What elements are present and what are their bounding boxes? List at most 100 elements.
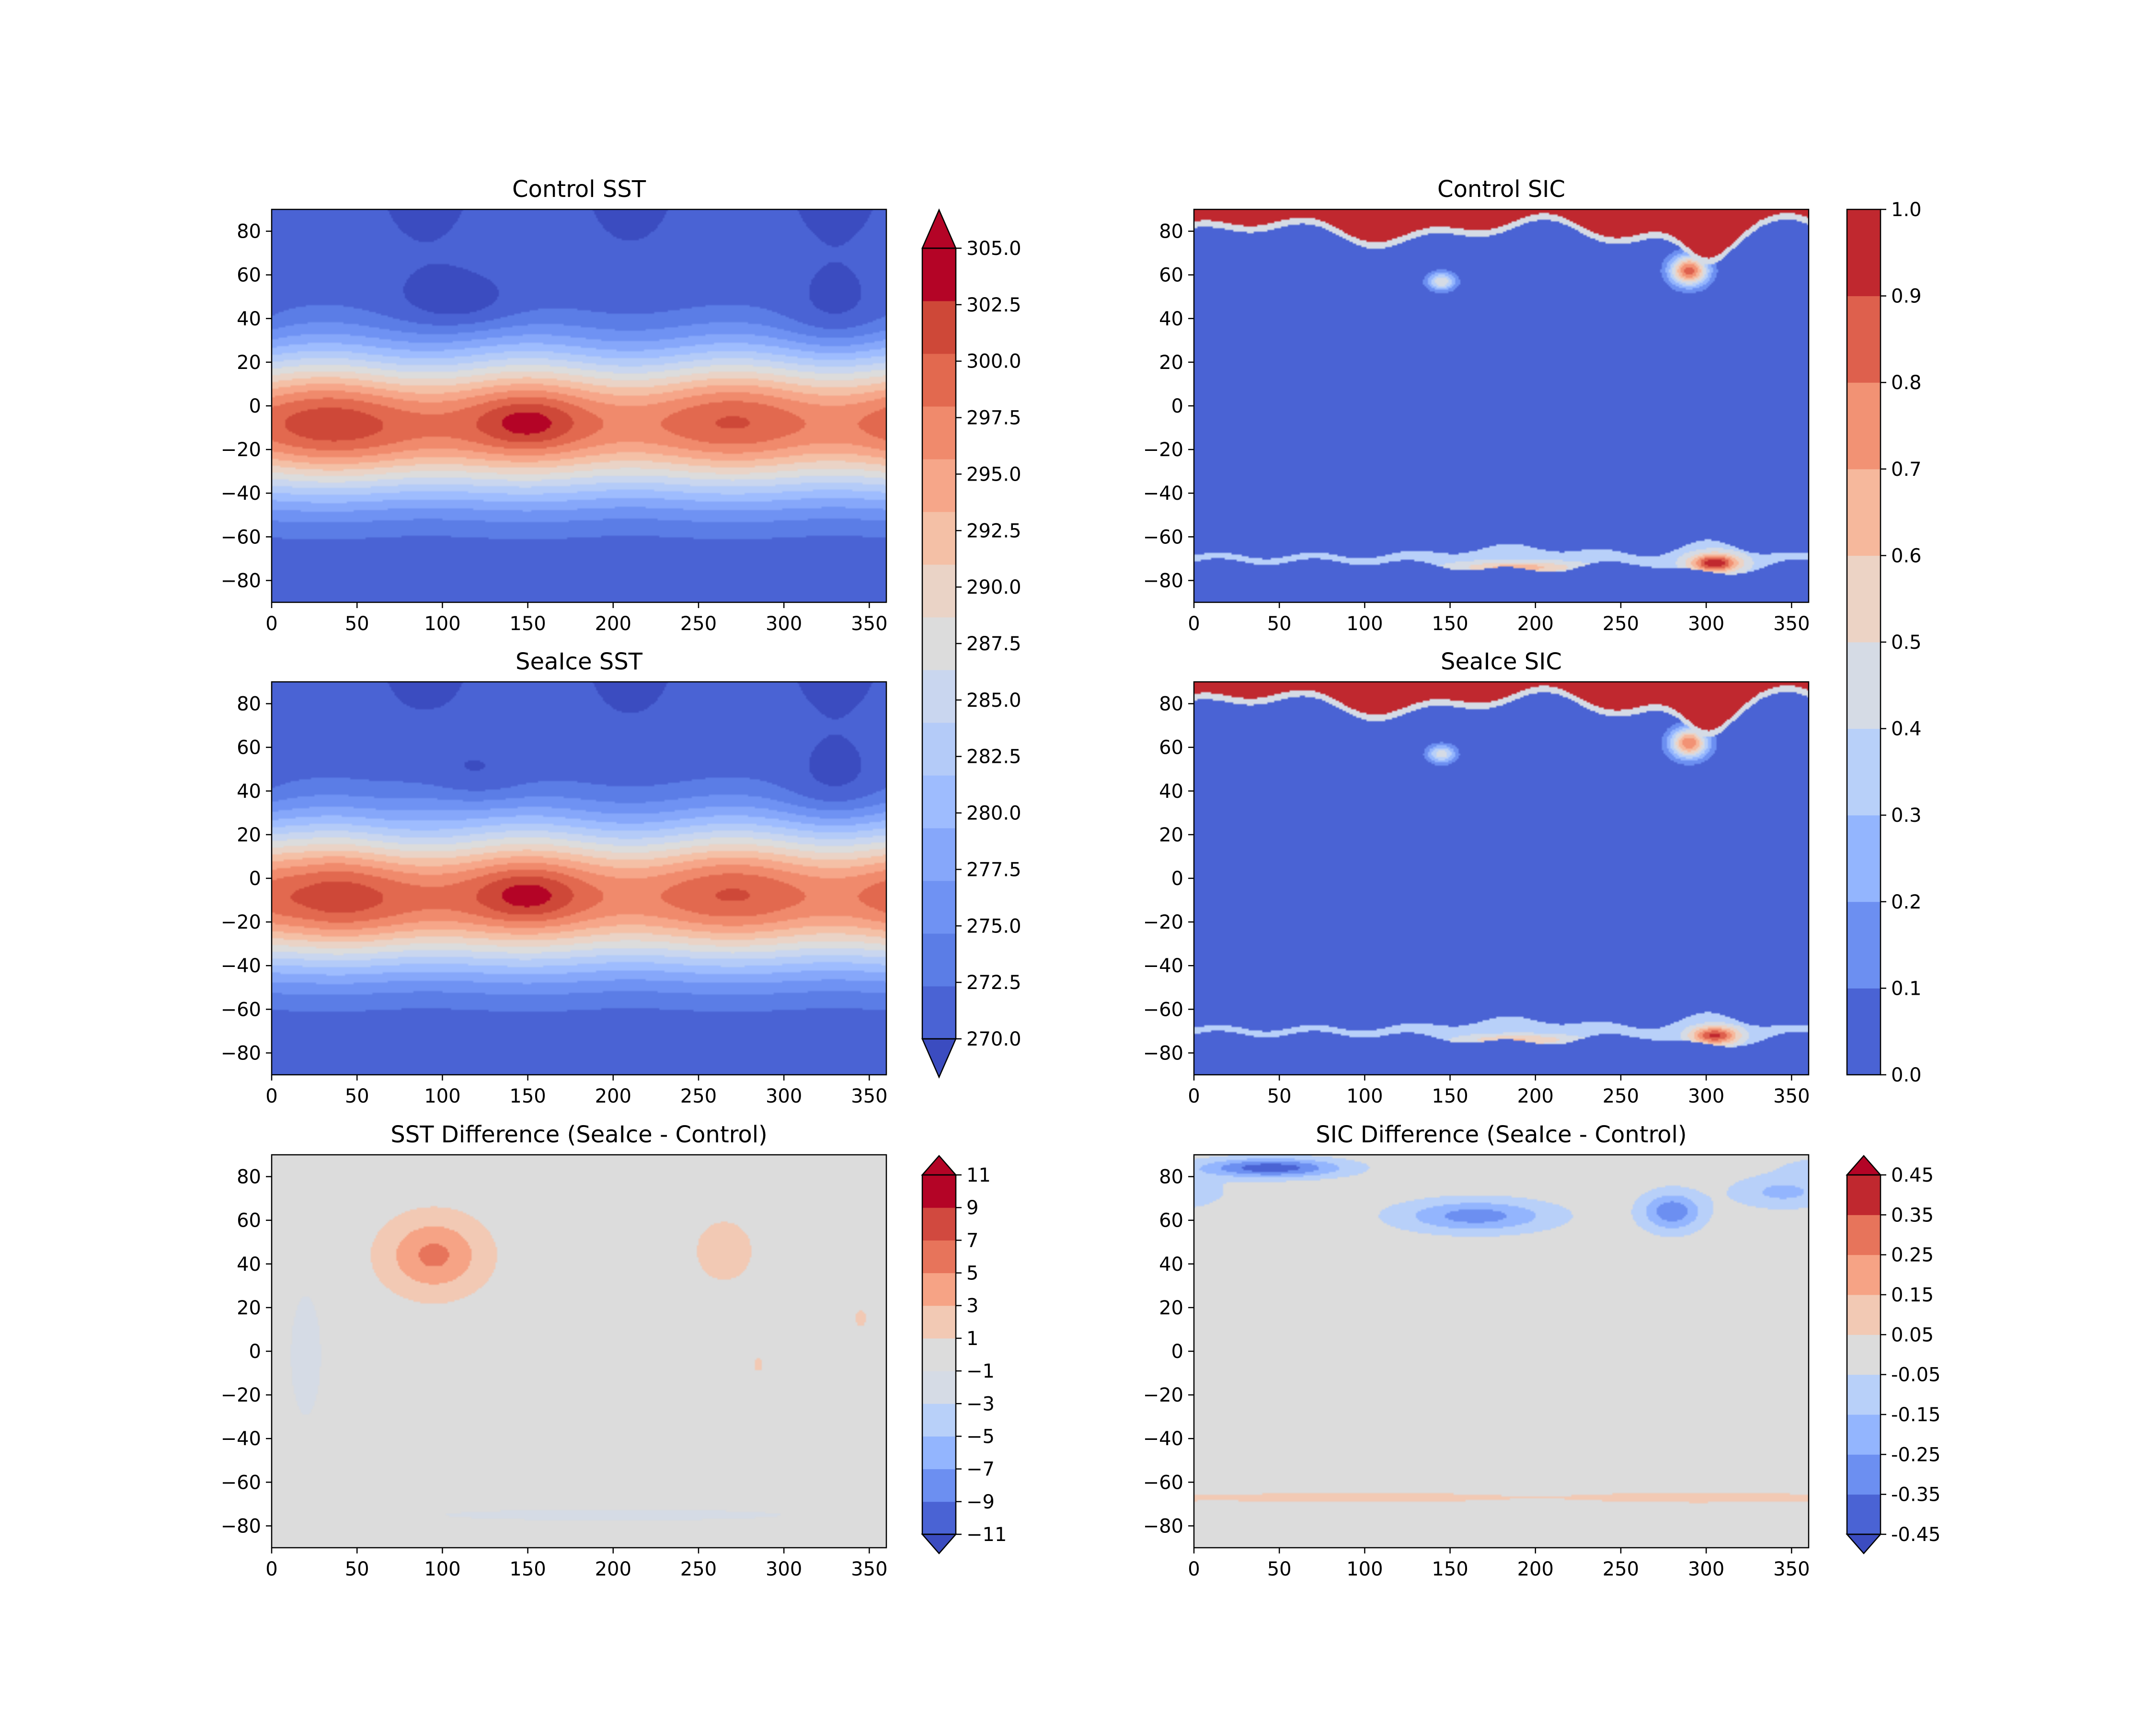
x-tick-label: 50 xyxy=(1267,1085,1292,1107)
y-tick-label: 60 xyxy=(237,264,261,287)
y-tick-label: 0 xyxy=(1171,1341,1183,1363)
colorbar-tick-label: 285.0 xyxy=(966,690,1021,712)
x-tick-label: 50 xyxy=(345,1558,369,1580)
x-tick-label: 50 xyxy=(345,1085,369,1107)
x-tick-label: 100 xyxy=(424,1085,460,1107)
colorbar-tick-label: −1 xyxy=(966,1360,995,1382)
x-tick-label: 100 xyxy=(1346,1558,1383,1580)
y-tick-label: −20 xyxy=(221,911,261,933)
colorbar-segment xyxy=(1847,1215,1881,1255)
x-tick-label: 150 xyxy=(1432,1085,1468,1107)
x-tick-label: 300 xyxy=(1688,613,1724,635)
x-tick-label: 350 xyxy=(851,1085,887,1107)
y-tick-label: 20 xyxy=(1159,824,1183,846)
colorbar-tick-label: 1 xyxy=(966,1328,978,1350)
colorbar-tick-label: 0.4 xyxy=(1891,718,1922,740)
colorbar-tick-label: 7 xyxy=(966,1230,978,1252)
sst-difference-panel: SST Difference (SeaIce - Control) 0 50 100 1… xyxy=(221,1121,888,1580)
x-tick-label: 300 xyxy=(766,1558,802,1580)
colorbar-tick-label: −3 xyxy=(966,1393,995,1415)
colorbar-extend-min xyxy=(1846,1533,1882,1554)
x-tick-label: 250 xyxy=(1603,1085,1639,1107)
y-tick-label: 20 xyxy=(237,352,261,374)
x-tick-label: 350 xyxy=(851,613,887,635)
colorbar-extend-max xyxy=(921,208,957,249)
colorbar-segment xyxy=(922,512,956,565)
sic-difference-panel: SIC Difference (SeaIce - Control) 0 50 100 1… xyxy=(1143,1121,1810,1580)
y-tick-label: 80 xyxy=(1159,221,1183,243)
colorbar-segment xyxy=(922,459,956,512)
control-sst-title: Control SST xyxy=(512,176,646,203)
colorbar-tick-label: −5 xyxy=(966,1426,995,1448)
colorbar-tick-label: 277.5 xyxy=(966,859,1021,881)
y-tick-label: 20 xyxy=(237,1297,261,1319)
colorbar-tick-label: −11 xyxy=(966,1524,1007,1546)
colorbar-segment xyxy=(922,881,956,934)
colorbar-tick-label: -0.45 xyxy=(1891,1524,1941,1546)
colorbar-tick-label: 0.0 xyxy=(1891,1064,1922,1086)
y-tick-label: −60 xyxy=(221,999,261,1021)
sst-difference-title: SST Difference (SeaIce - Control) xyxy=(390,1121,768,1148)
y-tick-label: −60 xyxy=(221,526,261,548)
colorbar-extend-min xyxy=(921,1038,957,1079)
x-tick-label: 350 xyxy=(1773,1085,1810,1107)
x-tick-label: 200 xyxy=(1517,1085,1554,1107)
x-tick-label: 250 xyxy=(680,1558,717,1580)
y-tick-label: 60 xyxy=(237,737,261,759)
x-tick-label: 200 xyxy=(595,1558,631,1580)
y-tick-label: 60 xyxy=(237,1210,261,1232)
colorbar-tick-label: 297.5 xyxy=(966,407,1021,429)
x-tick-label: 350 xyxy=(851,1558,887,1580)
colorbar-segment xyxy=(1847,209,1881,297)
x-tick-label: 50 xyxy=(1267,613,1292,635)
colorbar-tick-label: 275.0 xyxy=(966,915,1021,937)
colorbar-segment xyxy=(922,301,956,354)
y-tick-label: 40 xyxy=(1159,781,1183,803)
colorbar-extend-max xyxy=(1846,1155,1882,1176)
x-tick-label: 150 xyxy=(509,1085,546,1107)
x-tick-label: 200 xyxy=(595,613,631,635)
colorbar-segment xyxy=(922,1338,956,1371)
colorbar-segment xyxy=(1847,1334,1881,1375)
colorbar-tick-label: 290.0 xyxy=(966,576,1021,598)
colorbar-tick-label: −7 xyxy=(966,1459,995,1481)
colorbar-tick-label: -0.25 xyxy=(1891,1444,1941,1466)
y-tick-label: 80 xyxy=(1159,693,1183,715)
sic-difference-field xyxy=(1194,1155,1809,1548)
colorbar-segment xyxy=(922,354,956,407)
colorbar-tick-label: 282.5 xyxy=(966,746,1021,768)
colorbar-tick-label: 270.0 xyxy=(966,1028,1021,1050)
x-tick-label: 300 xyxy=(766,613,802,635)
colorbar-segment xyxy=(922,1305,956,1339)
colorbar-tick-label: 0.05 xyxy=(1891,1324,1934,1346)
y-tick-label: −80 xyxy=(221,1515,261,1537)
x-tick-label: 250 xyxy=(1603,1558,1639,1580)
y-tick-label: 80 xyxy=(237,1166,261,1188)
y-tick-label: −80 xyxy=(1143,1515,1183,1537)
y-tick-label: 60 xyxy=(1159,264,1183,287)
seaice-sic-field xyxy=(1194,682,1809,1075)
colorbar-segment xyxy=(1847,988,1881,1075)
colorbar-tick-label: -0.35 xyxy=(1891,1484,1941,1506)
colorbar-segment xyxy=(922,564,956,618)
colorbar-segment xyxy=(922,248,956,301)
y-tick-label: −20 xyxy=(221,439,261,461)
x-tick-label: 0 xyxy=(265,1558,277,1580)
x-tick-label: 200 xyxy=(1517,1558,1554,1580)
sic-diff-colorbar: -0.45 -0.35 -0.25 -0.15 -0.05 0.05 0.15 0.25 0.3… xyxy=(1846,1155,1941,1554)
colorbar-segment xyxy=(922,670,956,723)
y-tick-label: 80 xyxy=(237,221,261,243)
colorbar-tick-label: 0.3 xyxy=(1891,805,1922,827)
y-tick-label: −60 xyxy=(1143,526,1183,548)
colorbar-segment xyxy=(922,1175,956,1208)
colorbar-segment xyxy=(922,986,956,1039)
y-tick-label: −80 xyxy=(1143,1042,1183,1064)
colorbar-tick-label: 0.8 xyxy=(1891,372,1922,394)
colorbar-tick-label: 0.25 xyxy=(1891,1244,1934,1266)
y-tick-label: −20 xyxy=(1143,439,1183,461)
colorbar-segment xyxy=(1847,642,1881,729)
colorbar-tick-label: 272.5 xyxy=(966,972,1021,994)
